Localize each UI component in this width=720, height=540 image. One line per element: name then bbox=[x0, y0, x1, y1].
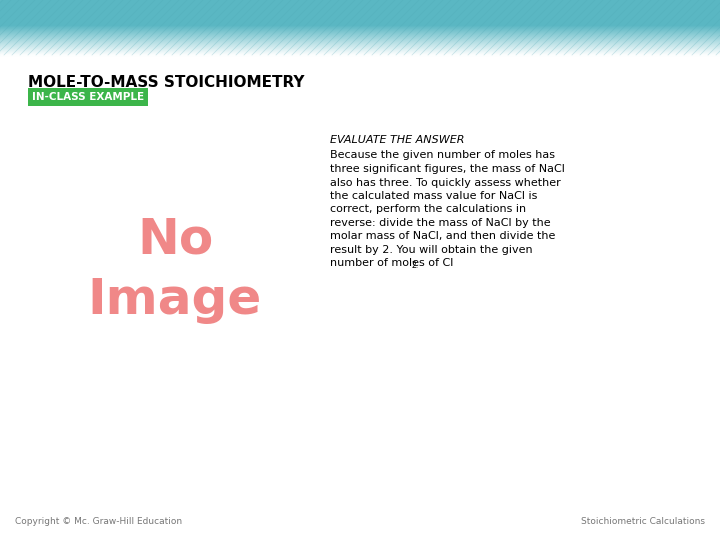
Text: 2.: 2. bbox=[412, 261, 418, 270]
Text: result by 2. You will obtain the given: result by 2. You will obtain the given bbox=[330, 245, 533, 255]
Text: IN-CLASS EXAMPLE: IN-CLASS EXAMPLE bbox=[32, 92, 144, 102]
Text: Copyright © Mc. Graw-Hill Education: Copyright © Mc. Graw-Hill Education bbox=[15, 517, 182, 526]
Text: molar mass of NaCl, and then divide the: molar mass of NaCl, and then divide the bbox=[330, 232, 555, 241]
Text: Image: Image bbox=[88, 276, 262, 324]
Text: the calculated mass value for NaCl is: the calculated mass value for NaCl is bbox=[330, 191, 537, 201]
Bar bbox=[0, 55, 720, 540]
FancyBboxPatch shape bbox=[28, 88, 148, 106]
Text: number of moles of Cl: number of moles of Cl bbox=[330, 259, 454, 268]
Text: Because the given number of moles has: Because the given number of moles has bbox=[330, 151, 555, 160]
Text: No: No bbox=[137, 216, 213, 264]
Bar bbox=[0, 0, 720, 25]
Text: correct, perform the calculations in: correct, perform the calculations in bbox=[330, 205, 526, 214]
Text: MOLE-TO-MASS STOICHIOMETRY: MOLE-TO-MASS STOICHIOMETRY bbox=[28, 75, 305, 90]
Text: EVALUATE THE ANSWER: EVALUATE THE ANSWER bbox=[330, 135, 464, 145]
Text: also has three. To quickly assess whether: also has three. To quickly assess whethe… bbox=[330, 178, 561, 187]
Text: Stoichiometric Calculations: Stoichiometric Calculations bbox=[581, 517, 705, 526]
Text: reverse: divide the mass of NaCl by the: reverse: divide the mass of NaCl by the bbox=[330, 218, 551, 228]
Text: three significant figures, the mass of NaCl: three significant figures, the mass of N… bbox=[330, 164, 565, 174]
